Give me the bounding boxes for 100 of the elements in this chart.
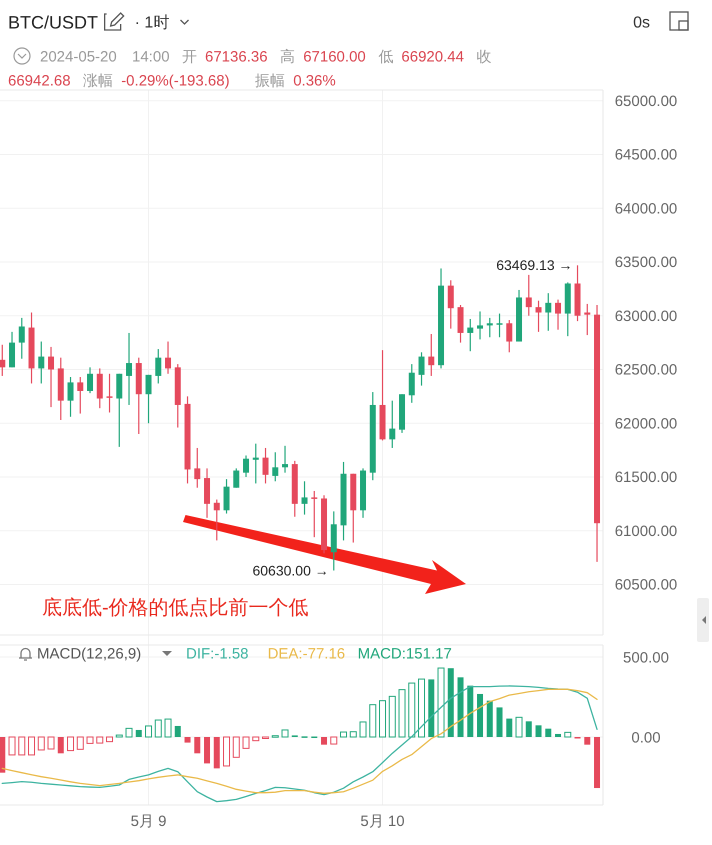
bar xyxy=(458,677,464,737)
bar xyxy=(486,700,493,737)
annotation: 63469.13 → xyxy=(496,257,573,274)
candlestick xyxy=(536,300,542,332)
y-tick-label: 61000.00 xyxy=(614,522,678,540)
chart-title: BTC/USDT xyxy=(8,12,98,32)
candlestick xyxy=(68,376,74,418)
bar xyxy=(506,718,512,737)
bar xyxy=(136,730,142,737)
candlestick xyxy=(262,447,269,484)
candlestick xyxy=(555,299,562,330)
bar xyxy=(360,721,367,738)
bar xyxy=(8,736,16,756)
candlestick xyxy=(38,340,44,384)
y-tick-label: 0.00 xyxy=(631,729,661,746)
bar xyxy=(594,737,600,788)
text: DIF:-1.58 xyxy=(186,645,249,662)
bar xyxy=(516,716,523,738)
bar xyxy=(232,736,240,758)
x-tick-label: 5月 9 xyxy=(130,813,166,830)
bar xyxy=(67,736,74,752)
y-tick-label: 64500.00 xyxy=(614,146,678,164)
candlestick xyxy=(526,274,532,316)
bar xyxy=(96,736,104,744)
text: · 1时 xyxy=(134,14,170,32)
candlestick xyxy=(214,498,220,542)
candlestick xyxy=(302,480,308,516)
candlestick xyxy=(165,340,172,374)
bar xyxy=(526,721,532,737)
candlestick xyxy=(224,478,230,514)
candlestick xyxy=(311,490,318,538)
series-label: MACD:151.17 xyxy=(358,645,452,662)
bar xyxy=(174,726,181,737)
bar xyxy=(408,682,416,738)
text: 0s xyxy=(633,14,650,32)
bar xyxy=(340,732,348,738)
candlestick xyxy=(408,364,415,404)
bar xyxy=(18,736,26,756)
candlestick xyxy=(243,454,250,478)
bar xyxy=(584,737,590,745)
bar xyxy=(145,725,152,738)
candlestick xyxy=(477,310,484,340)
candlestick xyxy=(77,376,84,414)
candlestick xyxy=(486,317,493,338)
bar xyxy=(58,737,64,754)
annotation: 60630.00 → xyxy=(252,562,329,578)
bar xyxy=(398,689,406,738)
bar xyxy=(555,734,562,737)
candlestick xyxy=(496,312,503,338)
bar xyxy=(438,668,445,738)
y-tick-label: 62500.00 xyxy=(614,362,678,379)
bar xyxy=(321,737,328,745)
candlestick xyxy=(282,445,288,474)
bar xyxy=(252,736,260,742)
candlestick xyxy=(448,280,454,330)
bar xyxy=(76,736,84,750)
bar xyxy=(379,700,386,738)
bar xyxy=(448,668,454,737)
bar xyxy=(418,678,426,738)
bar xyxy=(184,737,191,743)
y-tick-label: 60500.00 xyxy=(614,576,678,594)
candlestick xyxy=(506,319,512,353)
candlestick xyxy=(233,468,240,488)
candlestick xyxy=(389,400,396,449)
candlestick xyxy=(252,443,259,484)
bar xyxy=(194,737,200,754)
text: 2024-05-20 14:00 开 67136.36 高 67160.00 低 66920.44 收 66942.68 涨幅 -0.29%(-193.68) 振幅 0.36% xyxy=(8,48,492,90)
bar xyxy=(214,737,220,768)
bar xyxy=(48,736,55,750)
bar xyxy=(282,729,289,738)
bar xyxy=(369,704,376,738)
candlestick xyxy=(18,317,25,360)
candlestick xyxy=(146,374,152,424)
candlestick xyxy=(106,373,113,414)
candlestick xyxy=(272,452,278,482)
bar xyxy=(223,736,230,766)
candlestick xyxy=(194,447,200,488)
text: DEA:-77.16 xyxy=(268,645,346,662)
candlestick xyxy=(584,303,590,336)
y-tick-label: 65000.00 xyxy=(614,93,678,110)
bar xyxy=(330,736,338,745)
bar xyxy=(388,696,396,738)
y-tick-label: 64000.00 xyxy=(614,200,678,218)
candlestick xyxy=(155,348,162,384)
y-tick-label: 63000.00 xyxy=(614,308,678,325)
y-tick-label: 63500.00 xyxy=(614,254,678,272)
bar xyxy=(38,736,45,750)
chart-title: MACD(12,26,9) xyxy=(37,645,142,662)
candlestick xyxy=(0,344,6,377)
bar xyxy=(86,736,94,744)
annotation: 底底低-价格的低点比前一个低 xyxy=(42,597,309,619)
y-tick-label: 500.00 xyxy=(623,649,669,666)
y-tick-label: 61500.00 xyxy=(614,469,678,486)
bar xyxy=(477,694,484,737)
bar xyxy=(467,686,474,737)
bar xyxy=(242,736,250,749)
bar xyxy=(350,731,357,738)
bar xyxy=(28,736,36,756)
bar xyxy=(204,737,210,764)
y-tick-label: 62000.00 xyxy=(614,415,678,432)
